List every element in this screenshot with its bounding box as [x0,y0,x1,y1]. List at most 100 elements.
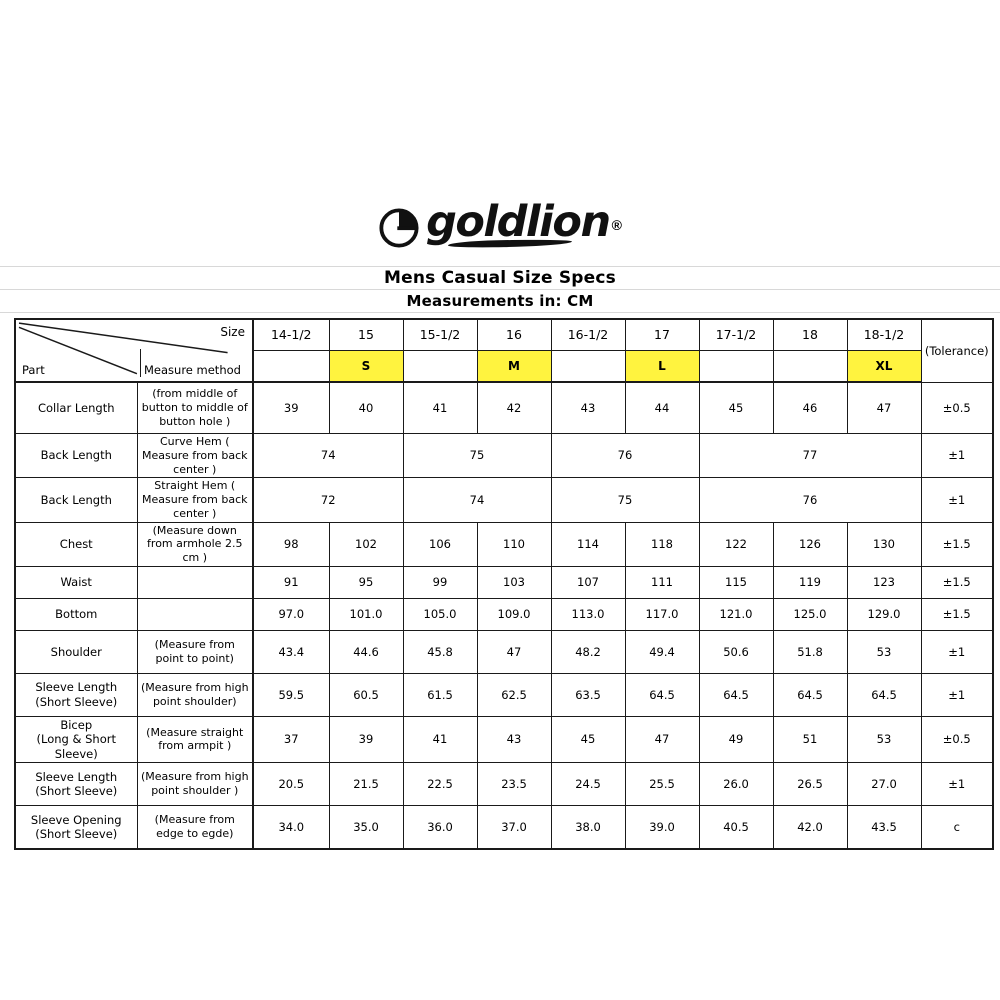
measurement-value: 117.0 [624,597,700,631]
measurement-value: 22.5 [402,761,478,806]
corner-inner: Size Part Measure method [18,321,250,380]
row-part-label: Waist [14,565,138,599]
measurement-value: 42.0 [772,804,848,850]
measurement-value: 74 [252,432,404,479]
size-header-16[interactable]: 16 [476,318,552,351]
measurement-value: 91 [252,565,330,599]
row-measure-method [136,565,254,599]
measurement-value: 102 [328,521,404,567]
size-header-18[interactable]: 18 [772,318,848,351]
measurement-value: 45 [550,715,626,763]
measurement-value: 118 [624,521,700,567]
row-tolerance: ±1 [920,432,994,479]
measurement-value: 40 [328,381,404,434]
measurement-value: 47 [624,715,700,763]
letter-size-empty-4 [550,350,626,383]
size-header-18-1/2[interactable]: 18-1/2 [846,318,922,351]
row-tolerance: ±0.5 [920,381,994,434]
row-part-label: Back Length [14,477,138,523]
measurement-value: 75 [550,477,700,523]
measure-method-axis-label: Measure method [144,362,241,377]
measurement-value: 44.6 [328,629,404,674]
measurement-value: 106 [402,521,478,567]
measurement-value: 110 [476,521,552,567]
measurement-value: 115 [698,565,774,599]
measurement-value: 43 [476,715,552,763]
measurement-value: 125.0 [772,597,848,631]
measurement-value: 75 [402,432,552,479]
measurement-value: 49.4 [624,629,700,674]
page-title: Mens Casual Size Specs [0,267,1000,290]
size-header-15-1/2[interactable]: 15-1/2 [402,318,478,351]
measurement-value: 109.0 [476,597,552,631]
table-row: Collar Length (from middle of button to m… [14,381,994,434]
size-header-17[interactable]: 17 [624,318,700,351]
measurement-value: 111 [624,565,700,599]
measurement-value: 63.5 [550,672,626,717]
measurement-value: 47 [846,381,922,434]
row-part-label: Back Length [14,432,138,479]
measurement-value: 41 [402,381,478,434]
row-part-label: Bicep (Long & Short Sleeve) [14,715,138,763]
table-row: Shoulder (Measure from point to point) 43.… [14,629,994,674]
row-part-label: Bottom [14,597,138,631]
measurement-value: 38.0 [550,804,626,850]
row-tolerance: c [920,804,994,850]
measurement-value: 99 [402,565,478,599]
row-tolerance: ±1 [920,629,994,674]
row-part-label: Sleeve Length (Short Sleeve) [14,761,138,806]
row-tolerance: ±1.5 [920,565,994,599]
row-measure-method: (Measure from high point shoulder ) [136,761,254,806]
measurement-value: 42 [476,381,552,434]
measurement-value: 39 [252,381,330,434]
letter-size-s[interactable]: S [328,350,404,383]
measurement-value: 51 [772,715,848,763]
row-measure-method [136,597,254,631]
measurement-value: 64.5 [772,672,848,717]
measurement-value: 44 [624,381,700,434]
measurement-value: 40.5 [698,804,774,850]
measurement-value: 21.5 [328,761,404,806]
measurement-value: 121.0 [698,597,774,631]
letter-size-empty-0 [252,350,330,383]
row-measure-method: Straight Hem ( Measure from back center … [136,477,254,523]
table-row: Back Length Straight Hem ( Measure from b… [14,477,994,523]
letter-size-l[interactable]: L [624,350,700,383]
row-tolerance: ±1 [920,477,994,523]
table-row: Bicep (Long & Short Sleeve) (Measure stra… [14,715,994,763]
letter-size-xl[interactable]: XL [846,350,922,383]
measurement-value: 50.6 [698,629,774,674]
part-axis-label: Part [22,362,45,377]
measurement-value: 53 [846,629,922,674]
measurement-value: 24.5 [550,761,626,806]
measurement-value: 103 [476,565,552,599]
letter-size-empty-7 [772,350,848,383]
measurement-value: 59.5 [252,672,330,717]
letter-size-m[interactable]: M [476,350,552,383]
row-measure-method: (from middle of button to middle of butt… [136,381,254,434]
table-row: Sleeve Length (Short Sleeve) (Measure fro… [14,672,994,717]
corner-column-divider [140,349,141,377]
measurement-value: 101.0 [328,597,404,631]
measurement-value: 98 [252,521,330,567]
measurement-value: 34.0 [252,804,330,850]
size-header-15[interactable]: 15 [328,318,404,351]
row-measure-method: (Measure from point to point) [136,629,254,674]
measurement-value: 39 [328,715,404,763]
row-part-label: Collar Length [14,381,138,434]
size-header-14-1/2[interactable]: 14-1/2 [252,318,330,351]
size-header-16-1/2[interactable]: 16-1/2 [550,318,626,351]
size-header-17-1/2[interactable]: 17-1/2 [698,318,774,351]
measurement-value: 107 [550,565,626,599]
measurement-value: 49 [698,715,774,763]
size-axis-label: Size [220,325,245,339]
measurement-value: 95 [328,565,404,599]
row-part-label: Chest [14,521,138,567]
letter-size-empty-2 [402,350,478,383]
measurement-value: 43 [550,381,626,434]
measurement-value: 64.5 [846,672,922,717]
row-measure-method: (Measure straight from armpit ) [136,715,254,763]
measurement-value: 60.5 [328,672,404,717]
row-tolerance: ±1 [920,761,994,806]
measurement-value: 130 [846,521,922,567]
